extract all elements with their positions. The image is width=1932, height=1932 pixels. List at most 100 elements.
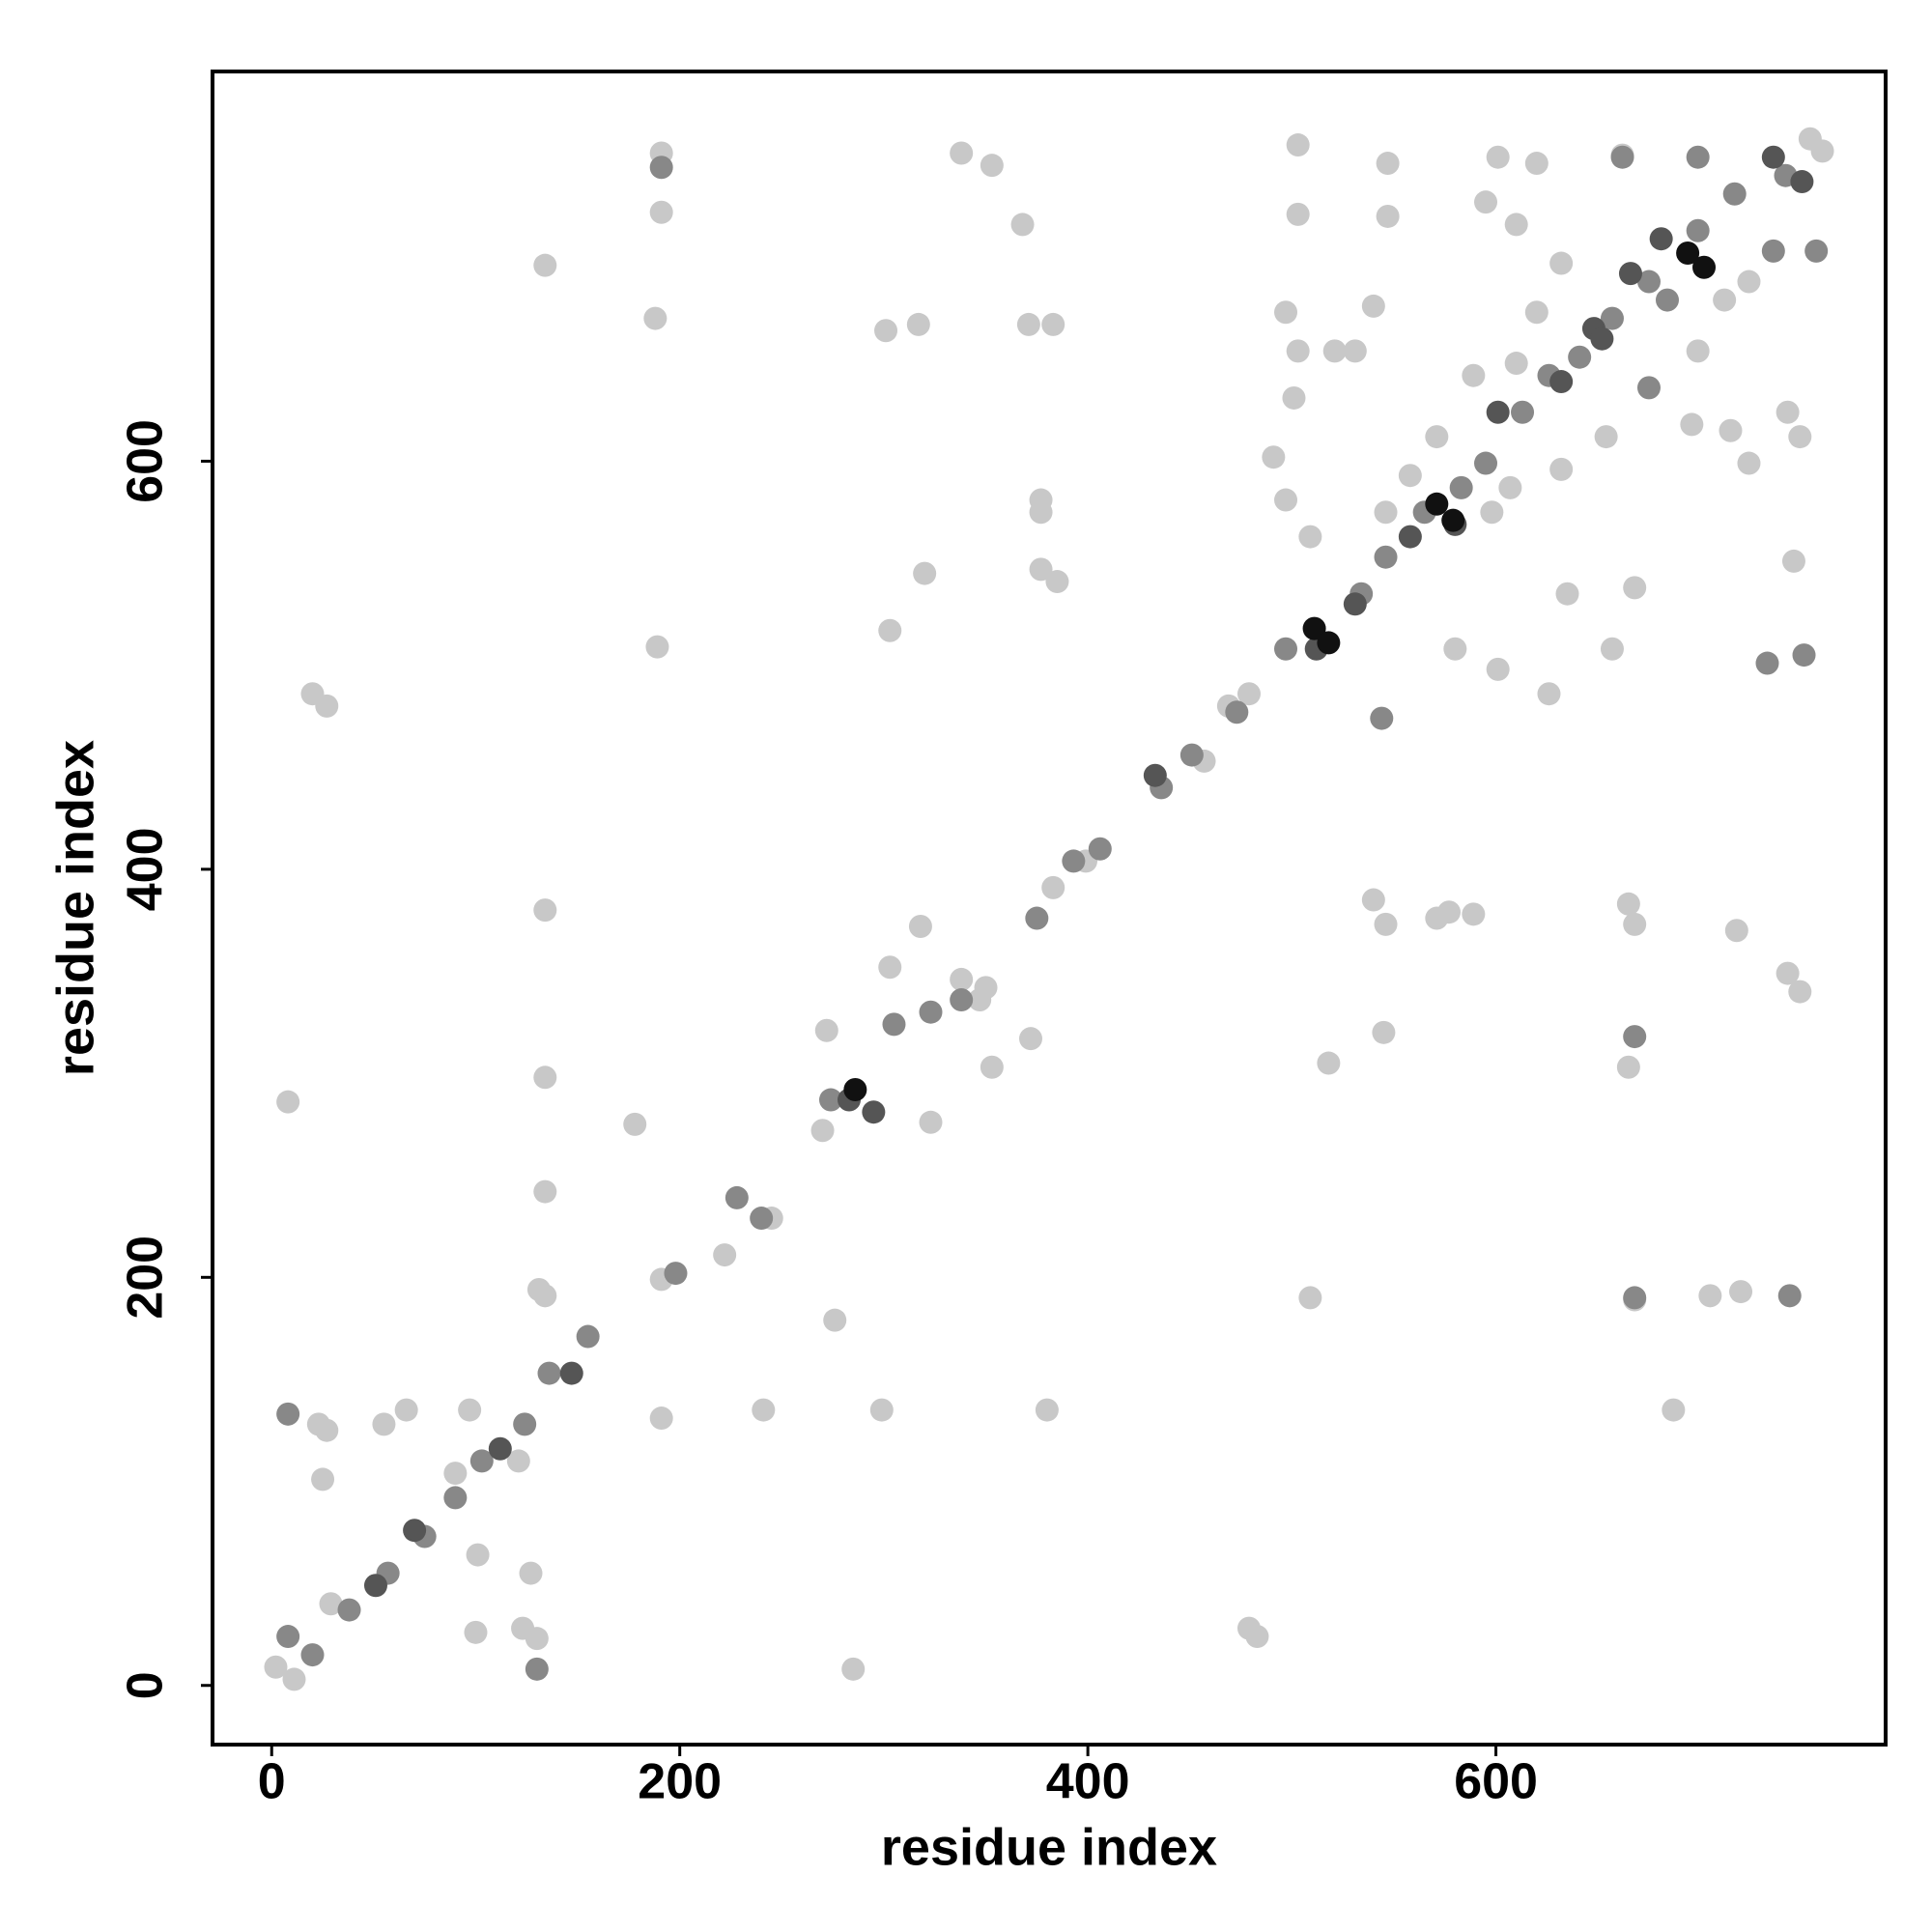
point [525, 1627, 549, 1651]
point [488, 1436, 512, 1461]
point [1298, 1286, 1322, 1310]
point [337, 1598, 361, 1622]
point [1462, 902, 1486, 926]
point [908, 915, 932, 939]
y-tick-label: 600 [118, 419, 174, 503]
point [576, 1324, 600, 1349]
point [1636, 270, 1661, 294]
point [980, 154, 1004, 178]
y-tick-label: 400 [118, 827, 174, 911]
point [1317, 1051, 1341, 1075]
point [1549, 251, 1574, 275]
point [1425, 425, 1449, 449]
point [1713, 288, 1737, 312]
point [1590, 327, 1614, 351]
point [1649, 227, 1673, 251]
point [1045, 570, 1069, 594]
point [1361, 294, 1385, 318]
point [1788, 980, 1812, 1004]
point [1298, 525, 1322, 549]
point [878, 955, 902, 980]
point [1441, 508, 1465, 532]
point [1286, 202, 1310, 226]
x-tick-label: 600 [1454, 1754, 1538, 1810]
point [1610, 145, 1634, 169]
point [1302, 616, 1326, 640]
x-tick-label: 0 [258, 1754, 286, 1810]
point [724, 1185, 749, 1209]
point [1698, 1284, 1722, 1308]
point [1236, 1616, 1261, 1640]
point [276, 1402, 300, 1426]
point [276, 1625, 300, 1649]
point [869, 1398, 894, 1422]
point [469, 1449, 494, 1473]
point [950, 141, 974, 165]
point [1274, 637, 1298, 661]
point [1549, 370, 1574, 394]
point [1029, 557, 1053, 582]
point [882, 1012, 906, 1037]
point [1729, 1280, 1753, 1304]
point [1555, 582, 1579, 606]
point [1361, 888, 1385, 912]
point [276, 1090, 300, 1114]
x-axis-label: residue index [881, 1818, 1217, 1876]
point [1025, 906, 1049, 930]
point [1616, 892, 1640, 916]
point [319, 1592, 343, 1616]
point [1776, 400, 1800, 424]
point [919, 1000, 943, 1024]
point [1143, 763, 1167, 787]
point [906, 312, 930, 336]
point [1511, 400, 1535, 424]
point [466, 1543, 490, 1567]
point [1486, 400, 1510, 424]
point [950, 988, 974, 1012]
point [1035, 1398, 1059, 1422]
point [513, 1412, 537, 1436]
point [1425, 906, 1449, 930]
point [649, 1406, 673, 1431]
point [823, 1308, 847, 1332]
point [1810, 139, 1834, 163]
point [1474, 451, 1498, 475]
point [1737, 451, 1761, 475]
point [1225, 700, 1249, 724]
point [1376, 204, 1400, 228]
point [1504, 352, 1528, 376]
point [814, 1018, 838, 1042]
point [1374, 912, 1398, 936]
point [1524, 152, 1548, 176]
point [1474, 190, 1498, 214]
point [282, 1667, 306, 1691]
y-tick-label: 0 [118, 1671, 174, 1699]
point [533, 898, 557, 923]
point [525, 1657, 549, 1681]
point [526, 1277, 551, 1301]
point [1537, 682, 1561, 706]
point [1425, 492, 1449, 516]
point [1449, 475, 1473, 499]
point [559, 1361, 583, 1385]
point [533, 253, 557, 277]
point [443, 1486, 468, 1510]
point [1317, 631, 1341, 655]
point [1018, 1027, 1042, 1051]
point [810, 1119, 835, 1143]
point [645, 635, 669, 659]
point [649, 156, 673, 180]
point [1286, 133, 1310, 157]
point [1016, 312, 1040, 336]
point [1618, 262, 1642, 286]
point [1322, 339, 1347, 363]
point [372, 1412, 396, 1436]
point [394, 1398, 418, 1422]
point [841, 1657, 866, 1681]
point [1623, 1025, 1647, 1049]
point [1594, 425, 1618, 449]
point [1274, 300, 1298, 325]
point [311, 1467, 335, 1492]
point [506, 1449, 530, 1473]
point [1041, 312, 1065, 336]
